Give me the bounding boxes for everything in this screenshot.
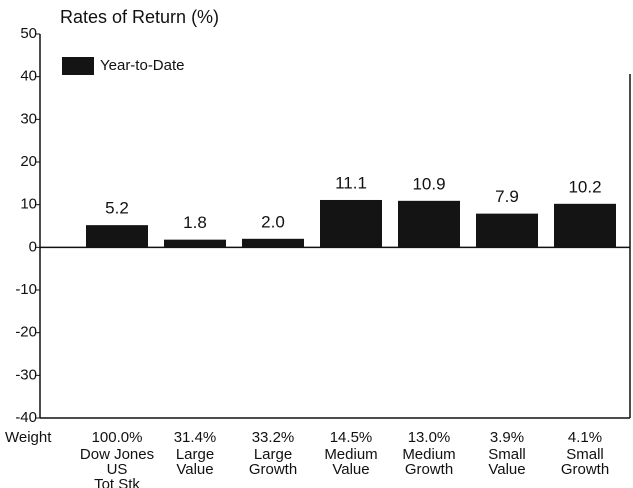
- y-tick-label: -20: [15, 324, 37, 341]
- y-tick-label: 30: [20, 110, 37, 127]
- y-tick-label: -30: [15, 366, 37, 383]
- weight-label: 100.0%: [92, 429, 143, 446]
- y-tick-label: 50: [20, 25, 37, 42]
- value-label: 5.2: [105, 199, 129, 218]
- y-tick-label: 0: [29, 238, 37, 255]
- legend-label: Year-to-Date: [100, 57, 185, 74]
- value-label: 2.0: [261, 212, 285, 231]
- bar: [86, 225, 148, 248]
- y-tick-label: 10: [20, 196, 37, 213]
- x-tick-label: Dow Jones US Tot Stk: [80, 446, 154, 488]
- weight-title: Weight: [5, 429, 52, 446]
- value-label: 11.1: [335, 173, 367, 192]
- legend-swatch: [62, 57, 94, 75]
- bar: [164, 239, 226, 248]
- weight-label: 33.2%: [252, 429, 295, 446]
- y-tick-label: 20: [20, 153, 37, 170]
- value-label: 1.8: [183, 213, 207, 232]
- weight-label: 3.9%: [490, 429, 524, 446]
- y-tick-label: -40: [15, 409, 37, 426]
- chart-title: Rates of Return (%): [60, 7, 219, 27]
- x-tick-label: Large Value: [176, 446, 214, 478]
- weight-label: 4.1%: [568, 429, 602, 446]
- x-tick-label: Medium Value: [324, 446, 377, 478]
- bar: [476, 213, 538, 248]
- x-tick-label: Small Value: [488, 446, 526, 478]
- value-label: 10.2: [568, 177, 601, 196]
- bar: [398, 200, 460, 248]
- weight-label: 31.4%: [174, 429, 217, 446]
- x-tick-label: Large Growth: [249, 446, 297, 478]
- bar: [320, 199, 382, 248]
- x-tick-label: Small Growth: [561, 446, 609, 478]
- y-tick-label: -10: [15, 281, 37, 298]
- weight-label: 14.5%: [330, 429, 373, 446]
- x-tick-label: Medium Growth: [402, 446, 455, 478]
- y-tick-label: 40: [20, 68, 37, 85]
- bar: [554, 203, 616, 248]
- value-label: 10.9: [412, 174, 445, 193]
- bar: [242, 238, 304, 248]
- value-label: 7.9: [495, 187, 519, 206]
- weight-label: 13.0%: [408, 429, 451, 446]
